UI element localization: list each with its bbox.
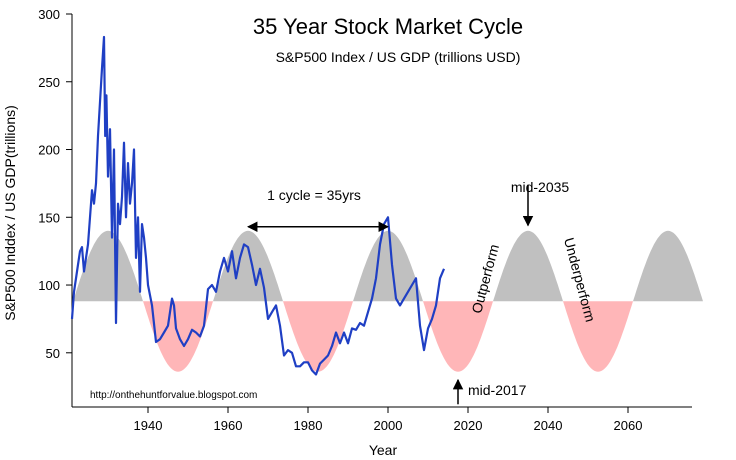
x-axis-label: Year (369, 442, 398, 458)
y-tick-label: 50 (46, 346, 60, 361)
x-tick-label: 2040 (534, 418, 563, 433)
x-tick-label: 1980 (294, 418, 323, 433)
chart-subtitle: S&P500 Index / US GDP (trillions USD) (276, 49, 521, 65)
annotation-arrows (246, 184, 534, 405)
chart-title: 35 Year Stock Market Cycle (253, 14, 523, 39)
y-tick-label: 300 (38, 7, 60, 22)
x-ticks: 1940 1960 1980 2000 2020 2040 2060 (134, 407, 643, 433)
y-ticks: 50 100 150 200 250 300 (38, 7, 72, 361)
series-layer (70, 35, 446, 376)
outperform-band (633, 230, 703, 302)
outperform-label: Outperform (468, 242, 502, 315)
sp500-gdp-ratio-line (70, 35, 446, 376)
mid-2035-annotation: mid-2035 (511, 179, 570, 195)
underperform-band (423, 301, 493, 372)
y-tick-label: 100 (38, 278, 60, 293)
outperform-band (353, 230, 423, 302)
cycle-length-annotation: 1 cycle = 35yrs (267, 187, 361, 203)
x-tick-label: 2000 (374, 418, 403, 433)
y-tick-label: 250 (38, 75, 60, 90)
x-tick-label: 1960 (214, 418, 243, 433)
underperform-band (283, 301, 353, 372)
outperform-band (73, 230, 143, 302)
axes (71, 14, 692, 408)
y-axis-label: S&P500 Inddex / US GDP(trillions) (2, 105, 18, 321)
mid-2017-annotation: mid-2017 (468, 382, 527, 398)
underperform-band (563, 301, 633, 372)
source-url: http://onthehuntforvalue.blogspot.com (90, 390, 257, 401)
x-tick-label: 2060 (614, 418, 643, 433)
outperform-band (213, 230, 283, 302)
x-tick-label: 2020 (454, 418, 483, 433)
cycle-band (73, 230, 703, 372)
y-tick-label: 150 (38, 210, 60, 225)
y-tick-label: 200 (38, 143, 60, 158)
outperform-band (493, 230, 563, 302)
x-tick-label: 1940 (134, 418, 163, 433)
